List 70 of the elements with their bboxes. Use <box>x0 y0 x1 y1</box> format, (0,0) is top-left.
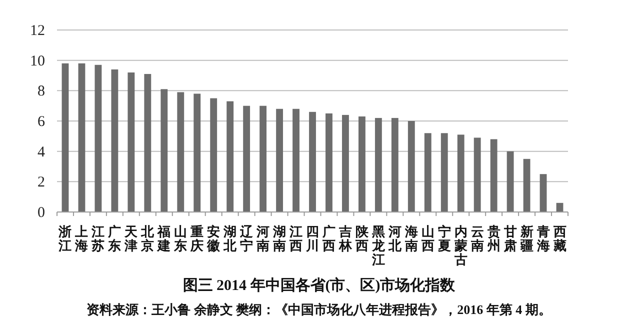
x-tick-label: 河北 <box>387 225 402 254</box>
bar <box>243 106 250 212</box>
bar <box>128 72 135 212</box>
bar <box>160 89 168 212</box>
x-tick-label: 甘肃 <box>502 225 517 254</box>
y-tick-label: 0 <box>38 205 45 221</box>
x-tick-label: 山西 <box>420 225 434 254</box>
x-tick-label: 广东 <box>107 224 122 254</box>
bar <box>111 69 118 212</box>
bar <box>62 63 69 212</box>
bar <box>358 116 366 212</box>
x-tick-label: 浙江 <box>58 225 72 254</box>
x-tick-label: 青海 <box>536 225 550 254</box>
x-tick-label: 安徽 <box>206 224 222 254</box>
bar <box>391 118 398 212</box>
x-tick-label: 黑龙江 <box>370 225 386 268</box>
x-tick-label: 广西 <box>321 224 336 254</box>
x-tick-label: 陕西 <box>354 225 370 254</box>
text: 资料来源：王小鲁 余静文 樊纲：《中国市场化八年进程报告》，2016 年第 4 期。 <box>86 302 552 317</box>
bar <box>342 114 349 212</box>
x-tick-label: 宁夏 <box>436 224 451 254</box>
y-tick-label: 10 <box>30 53 45 70</box>
text: 图三 2014 年中国各省(市、区)市场化指数 <box>182 276 456 294</box>
x-tick-label: 四川 <box>305 225 319 254</box>
bar <box>474 138 481 212</box>
bar <box>177 92 184 212</box>
y-tick-label: 8 <box>38 84 45 100</box>
y-tick-label: 6 <box>38 114 46 130</box>
bar <box>408 121 415 212</box>
x-tick-label: 辽宁 <box>239 225 254 254</box>
bar <box>326 113 332 212</box>
y-tick-label: 4 <box>38 144 46 160</box>
bar <box>226 101 234 212</box>
x-tick-label: 上海 <box>74 225 88 254</box>
bar <box>210 98 218 212</box>
y-tick-label: 12 <box>30 23 45 39</box>
x-tick-label: 重庆 <box>190 224 204 254</box>
bar <box>94 64 102 212</box>
x-tick-label: 贵州 <box>486 224 500 254</box>
x-tick-label: 山东 <box>173 225 188 254</box>
x-tick-label: 天津 <box>124 225 139 254</box>
x-tick-label: 吉林 <box>338 225 353 254</box>
bar <box>506 151 514 212</box>
y-tick-label: 2 <box>38 174 45 191</box>
bar <box>144 74 152 212</box>
x-tick-label: 湖南 <box>272 225 286 254</box>
x-tick-label: 福建 <box>156 224 171 254</box>
bar <box>440 133 448 212</box>
bar <box>309 112 316 212</box>
bar <box>523 158 530 212</box>
bar <box>260 106 267 212</box>
x-tick-label: 江西 <box>288 225 303 254</box>
x-tick-label: 北京 <box>140 225 156 254</box>
bar <box>292 108 300 212</box>
x-tick-label: 江苏 <box>90 225 105 254</box>
bar <box>194 94 201 212</box>
x-tick-label: 新疆 <box>519 224 534 254</box>
x-tick-label: 海南 <box>404 225 418 254</box>
x-tick-label: 西藏 <box>552 225 566 254</box>
bar <box>276 108 283 212</box>
x-tick-label: 河南 <box>256 225 270 254</box>
bar <box>490 139 498 212</box>
bar <box>457 134 464 212</box>
x-tick-label: 内蒙古 <box>453 225 468 268</box>
bar <box>78 63 86 212</box>
bar <box>374 118 382 212</box>
x-tick-label: 湖北 <box>222 225 238 254</box>
bar <box>540 174 547 212</box>
x-tick-label: 云南 <box>470 225 484 254</box>
bar <box>424 133 432 212</box>
